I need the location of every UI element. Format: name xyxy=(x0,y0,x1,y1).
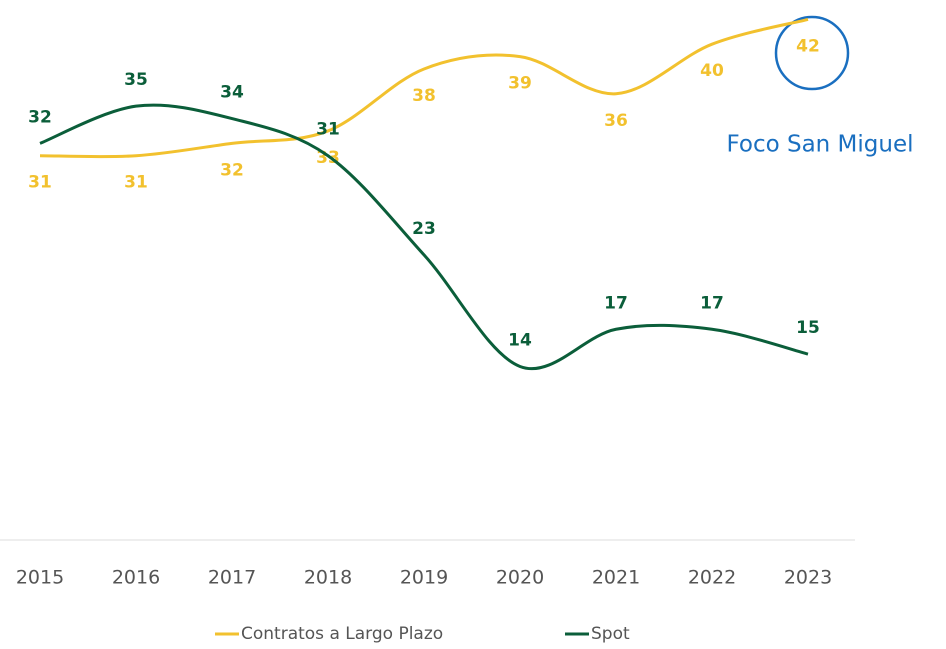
legend-label: Contratos a Largo Plazo xyxy=(241,624,443,644)
data-label: 31 xyxy=(28,173,52,193)
x-tick-label: 2023 xyxy=(784,567,832,589)
x-tick-label: 2021 xyxy=(592,567,640,589)
x-tick-label: 2016 xyxy=(112,567,160,589)
data-label: 32 xyxy=(220,160,244,180)
data-label: 31 xyxy=(316,120,340,140)
annotation: Foco San Miguel xyxy=(726,132,913,158)
data-label: 40 xyxy=(700,61,724,81)
data-label: 36 xyxy=(604,111,628,131)
x-tick-label: 2022 xyxy=(688,567,736,589)
data-label: 14 xyxy=(508,330,532,350)
data-label: 39 xyxy=(508,74,532,94)
data-label: 34 xyxy=(220,83,244,103)
data-label: 17 xyxy=(700,293,724,313)
x-tick-label: 2018 xyxy=(304,567,352,589)
series-line xyxy=(39,17,809,159)
legend-label: Spot xyxy=(591,624,630,644)
data-label: 17 xyxy=(604,293,628,313)
data-label: 15 xyxy=(796,318,820,338)
data-label: 38 xyxy=(412,86,436,106)
series-line xyxy=(39,103,809,371)
x-tick-label: 2015 xyxy=(16,567,64,589)
x-tick-label: 2017 xyxy=(208,567,256,589)
data-label: 23 xyxy=(412,219,436,239)
data-label: 31 xyxy=(124,173,148,193)
data-label: 35 xyxy=(124,70,148,90)
data-label: 42 xyxy=(796,36,820,56)
x-tick-label: 2019 xyxy=(400,567,448,589)
data-label: 32 xyxy=(28,107,52,127)
highlight-circle xyxy=(774,15,850,91)
x-tick-label: 2020 xyxy=(496,567,544,589)
